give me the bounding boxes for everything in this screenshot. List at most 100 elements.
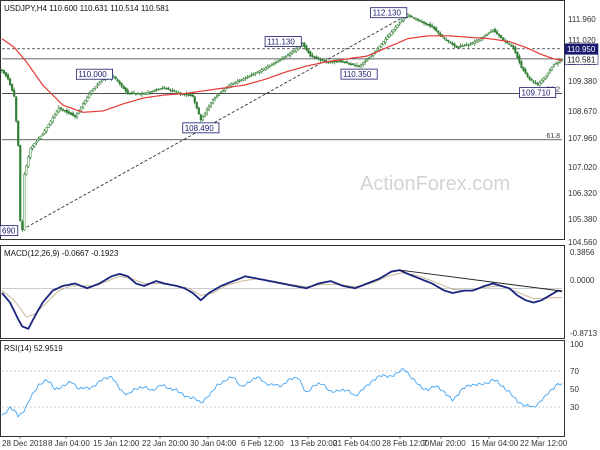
candle	[262, 68, 265, 72]
candle	[546, 72, 549, 78]
candle	[443, 36, 446, 41]
candle	[167, 86, 170, 90]
candle	[169, 88, 172, 93]
macd-trend-line	[399, 269, 563, 292]
candle	[364, 59, 367, 65]
candle	[193, 95, 196, 105]
candle	[548, 67, 551, 75]
candle	[96, 82, 99, 89]
candle	[90, 90, 93, 96]
candle	[258, 69, 261, 75]
candle	[151, 90, 154, 94]
candle	[449, 40, 452, 44]
y-tick-label: 105.380	[568, 215, 597, 224]
candle	[416, 17, 419, 22]
candle	[287, 53, 290, 57]
candle	[445, 37, 448, 41]
candle	[216, 93, 219, 99]
candle	[59, 106, 62, 112]
candle	[118, 79, 121, 86]
candle	[532, 79, 535, 84]
candle	[319, 57, 322, 63]
candle	[268, 64, 271, 69]
price-annotation: 111.130	[264, 36, 302, 47]
svg-text:112.130: 112.130	[373, 9, 402, 18]
candle	[51, 115, 54, 124]
svg-text:109.710: 109.710	[522, 89, 551, 98]
candle	[285, 55, 288, 59]
candle	[254, 72, 257, 76]
macd-signal-line	[1, 271, 563, 318]
candle	[120, 82, 123, 88]
candle	[134, 92, 137, 96]
moving-average-line	[1, 35, 563, 113]
candle	[433, 25, 436, 31]
candle	[203, 111, 206, 118]
candle	[19, 144, 22, 222]
y-tick-label: 111.960	[568, 15, 596, 24]
candle	[136, 92, 139, 95]
candle	[124, 87, 127, 93]
candle	[222, 88, 225, 93]
candle	[552, 63, 555, 68]
main-panel-frame	[0, 0, 565, 240]
candle	[132, 90, 135, 95]
candle	[100, 79, 103, 84]
rsi-header: RSI(14) 52.9519	[4, 344, 63, 353]
candle	[291, 49, 294, 56]
candle	[534, 79, 537, 85]
y-tick-label: 106.320	[568, 189, 597, 198]
candle	[315, 55, 318, 59]
x-tick-label: 28 Feb 12:00	[382, 439, 430, 448]
candle	[311, 52, 314, 58]
candle	[498, 33, 501, 38]
candle	[209, 102, 213, 109]
candle	[282, 55, 286, 61]
candle	[392, 28, 395, 35]
candle	[293, 49, 296, 53]
candle	[388, 33, 391, 38]
candle	[147, 90, 150, 95]
candle	[63, 109, 66, 113]
candle	[526, 72, 529, 79]
candle	[538, 80, 541, 87]
macd-y-tick-label: 0.3856	[570, 248, 595, 257]
candle	[343, 60, 346, 64]
candle	[518, 54, 521, 65]
candle	[163, 85, 166, 90]
candle	[57, 105, 60, 113]
x-tick-label: 8 Jan 04:00	[48, 439, 90, 448]
candle	[345, 59, 348, 64]
candle	[220, 90, 223, 94]
candle	[236, 78, 239, 85]
y-tick-label: 108.670	[568, 107, 597, 116]
rsi-y-tick-label: 70	[570, 367, 579, 376]
candle	[435, 26, 438, 32]
candle	[71, 111, 75, 117]
candle	[25, 164, 28, 176]
candle	[248, 75, 251, 78]
candle	[384, 36, 387, 45]
candle	[165, 87, 168, 91]
candle	[303, 42, 306, 49]
x-tick-label: 30 Jan 04:00	[190, 439, 237, 448]
candle	[250, 72, 253, 77]
candle	[9, 77, 12, 87]
candle	[35, 139, 38, 145]
candle	[508, 42, 511, 46]
candle	[473, 39, 476, 46]
candle	[92, 87, 95, 92]
candle	[309, 50, 312, 58]
price-tag: 110.950	[564, 43, 599, 55]
y-tick-label: 109.380	[568, 77, 597, 86]
candle	[213, 96, 217, 102]
rsi-y-tick-label: 30	[570, 403, 579, 412]
x-tick-label: 6 Feb 12:00	[241, 439, 284, 448]
candle	[138, 92, 142, 96]
candle	[360, 63, 363, 68]
candle	[73, 114, 77, 119]
trend-line	[22, 14, 409, 231]
fib-label: 61.8	[546, 133, 560, 140]
candle	[420, 19, 424, 23]
